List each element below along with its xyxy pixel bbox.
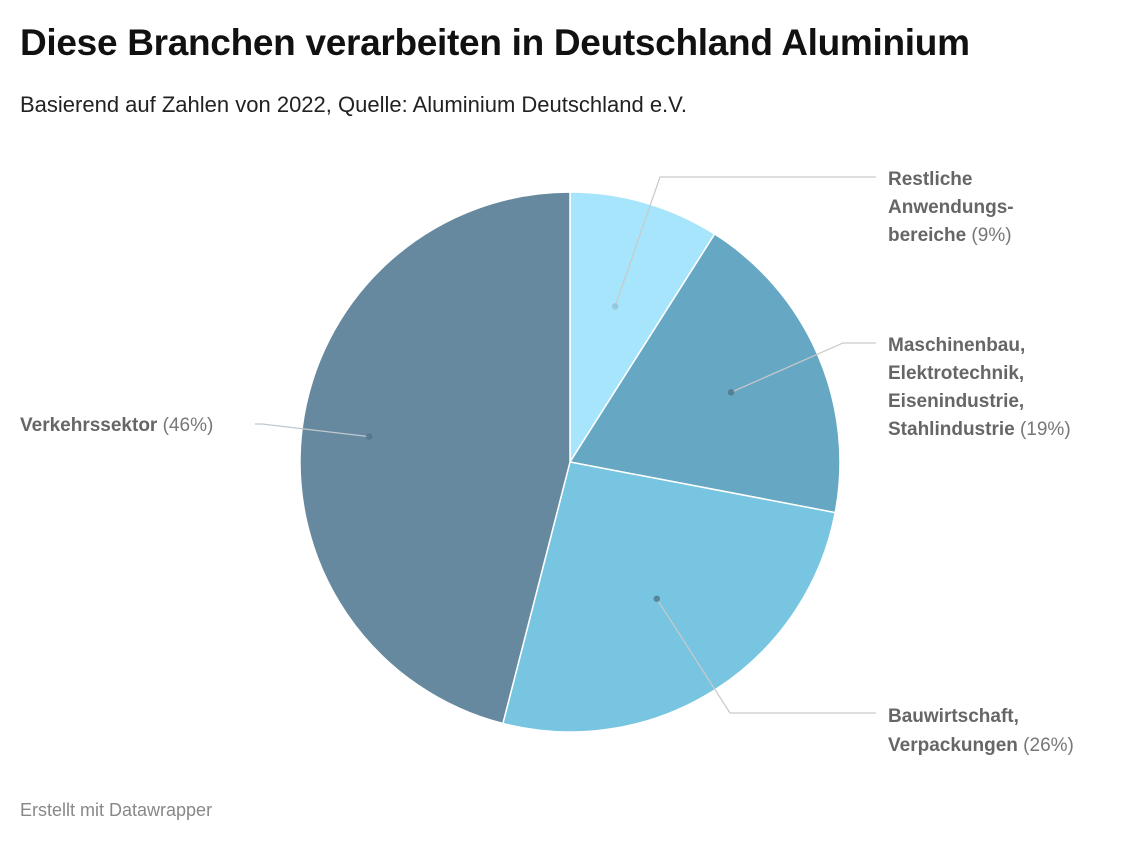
leader-line [614,176,876,307]
slice-label: Bauwirtschaft, Verpackungen (26%) [888,706,1074,756]
slice-label-line: Eisenindustrie, [888,391,1024,412]
pie-slice [569,191,716,465]
pie-slice [568,232,841,514]
slice-label-line: Stahlindustrie [888,419,1015,440]
slice-label: Verkehrssektor (46%) [20,415,213,436]
leader-dot [653,595,661,602]
leader-dot [365,433,373,440]
leader-line [656,598,876,714]
slice-label-line: Restliche [888,169,972,190]
slice-percent: (19%) [1015,419,1071,440]
slice-label-line: Anwendungs- [888,197,1014,218]
slice-label: Maschinenbau, Elektrotechnik, Eisenindustr… [888,335,1071,440]
chart-subtitle: Basierend auf Zahlen von 2022, Quelle: A… [20,92,687,117]
slice-label-line: bereiche [888,225,966,246]
slice-percent: (46%) [157,415,213,436]
pie-slices [299,191,841,733]
slice-label-line: Elektrotechnik, [888,363,1024,384]
slice-label-line: Verkehrssektor [20,415,158,436]
slice-label-line: Bauwirtschaft, [888,706,1019,727]
leader-lines [255,176,876,714]
chart-title: Diese Branchen verarbeiten in Deutschlan… [20,22,970,63]
slice-percent: (9%) [966,225,1011,246]
leader-dot [611,303,619,310]
slice-label: Restliche Anwendungs-bereiche (9%) [888,169,1014,246]
credit-footer: Erstellt mit Datawrapper [20,800,213,820]
leader-line [730,342,876,393]
leader-line [255,423,370,438]
slice-label-line: Verpackungen [888,735,1018,756]
slice-label-line: Maschinenbau, [888,335,1025,356]
leader-dot [727,389,735,396]
slice-percent: (26%) [1018,735,1074,756]
slice-labels: Restliche Anwendungs-bereiche (9%) Maschin… [20,169,1074,756]
